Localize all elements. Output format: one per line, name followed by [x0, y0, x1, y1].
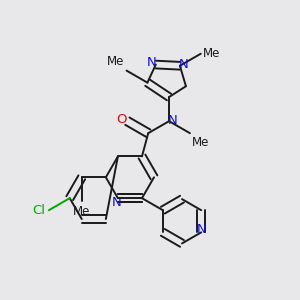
Text: N: N [168, 114, 178, 127]
Text: N: N [111, 196, 121, 209]
Text: N: N [196, 223, 206, 236]
Text: N: N [147, 56, 157, 70]
Text: O: O [116, 113, 127, 126]
Text: Me: Me [203, 47, 221, 60]
Text: Me: Me [106, 55, 124, 68]
Text: Me: Me [191, 136, 209, 149]
Text: Cl: Cl [32, 204, 45, 217]
Text: Me: Me [73, 205, 91, 218]
Text: N: N [179, 58, 189, 71]
